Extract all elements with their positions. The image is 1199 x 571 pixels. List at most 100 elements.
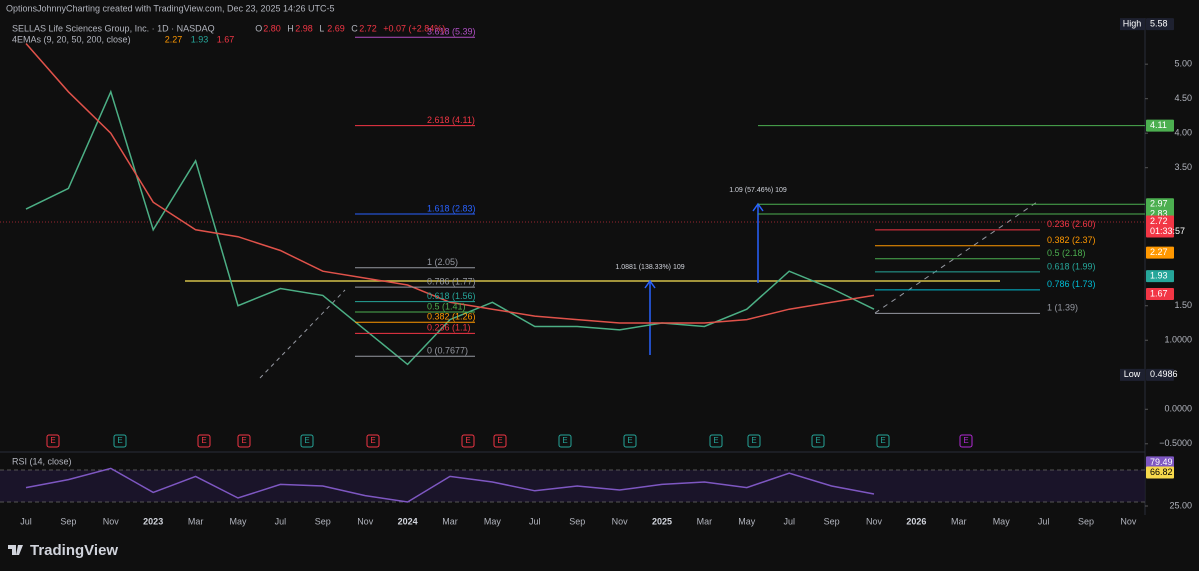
price-tag — [1146, 119, 1174, 132]
x-tick-label: May — [484, 516, 502, 526]
x-tick-label: Jul — [783, 516, 795, 526]
price-tag — [1146, 288, 1174, 301]
x-tick-label: Nov — [103, 516, 120, 526]
y-tick-label: 25.00 — [1169, 500, 1192, 510]
x-tick-label: Mar — [951, 516, 967, 526]
fib-label: 0.786 (1.73) — [1047, 279, 1096, 289]
x-tick-label: Jul — [1038, 516, 1050, 526]
x-tick-label: 2025 — [652, 516, 672, 526]
measure-label: 1.09 (57.46%) 109 — [729, 187, 787, 194]
series-line — [25, 89, 875, 366]
price-tag-label: 2.27 — [1150, 247, 1168, 257]
price-tag-label: 79.49 — [1150, 457, 1173, 467]
price-tag — [1146, 368, 1174, 381]
x-tick-label: Mar — [188, 516, 204, 526]
y-tick-label: 0.0000 — [1164, 404, 1192, 414]
earnings-label: E — [751, 436, 756, 445]
price-tag-label: 4.11 — [1150, 120, 1167, 130]
earnings-label: E — [562, 436, 567, 445]
price-tag — [1146, 215, 1174, 238]
earnings-label: E — [627, 436, 632, 445]
earnings-label: E — [815, 436, 820, 445]
ohlc-key: C — [351, 23, 358, 33]
ohlc-value: 2.72 — [359, 23, 377, 33]
earnings-marker — [876, 434, 890, 448]
earnings-label: E — [880, 436, 885, 445]
price-tag-label: 1.93 — [1150, 270, 1168, 280]
fib-label: 0.618 (1.99) — [1047, 261, 1096, 271]
x-tick-label: Sep — [824, 516, 840, 526]
earnings-marker — [113, 434, 127, 448]
price-tag-label: 66.82 — [1150, 467, 1173, 477]
price-tag — [1146, 198, 1174, 211]
price-tag-label: 2.83 — [1150, 208, 1168, 218]
symbol-title: SELLAS Life Sciences Group, Inc. · 1D · … — [12, 23, 215, 33]
earnings-marker — [366, 434, 380, 448]
price-tag — [1146, 18, 1174, 31]
x-tick-label: 2024 — [398, 516, 418, 526]
indicator-label: 4EMAs (9, 20, 50, 200, close) — [12, 34, 131, 44]
price-tag-label: 2.97 — [1150, 199, 1168, 209]
measure-label: 1.0881 (138.33%) 109 — [615, 264, 684, 271]
price-tag — [1146, 466, 1174, 479]
price-tag — [1146, 246, 1174, 259]
earnings-label: E — [465, 436, 470, 445]
ohlc-key: L — [319, 23, 324, 33]
earnings-marker — [959, 434, 973, 448]
tag-label: Low — [1124, 369, 1141, 379]
trend-line — [874, 199, 1041, 314]
fib-label: 3.618 (5.39) — [427, 27, 476, 37]
ohlc-value: 2.69 — [327, 23, 345, 33]
earnings-label: E — [497, 436, 502, 445]
y-tick-label: 3.50 — [1174, 162, 1192, 172]
fib-label: 0.236 (1.1) — [427, 323, 471, 333]
fib-label: 0.5 (1.41) — [427, 301, 466, 311]
price-tag-label: 1.67 — [1150, 288, 1168, 298]
earnings-marker — [237, 434, 251, 448]
earnings-marker — [197, 434, 211, 448]
y-tick-label: −0.5000 — [1159, 438, 1192, 448]
fib-label: 0.786 (1.77) — [427, 276, 476, 286]
x-tick-label: 2026 — [906, 516, 926, 526]
x-tick-label: Jul — [20, 516, 32, 526]
y-tick-label: 1.0000 — [1164, 335, 1192, 345]
ohlc-key: O — [255, 23, 262, 33]
x-tick-label: Nov — [1120, 516, 1137, 526]
earnings-label: E — [963, 436, 968, 445]
price-tag-label: 2.72 — [1150, 216, 1168, 226]
x-tick-label: 2023 — [143, 516, 163, 526]
x-tick-label: Sep — [60, 516, 76, 526]
logo-mark — [8, 545, 23, 555]
y-tick-label: 1.50 — [1174, 300, 1192, 310]
x-tick-label: Sep — [1078, 516, 1094, 526]
fib-label: 0.382 (2.37) — [1047, 235, 1096, 245]
earnings-marker — [747, 434, 761, 448]
earnings-label: E — [370, 436, 375, 445]
ohlc-value: 2.80 — [263, 23, 281, 33]
earnings-label: E — [201, 436, 206, 445]
fib-label: 0.236 (2.60) — [1047, 219, 1096, 229]
x-tick-label: Nov — [357, 516, 374, 526]
fib-label: 0 (0.7677) — [427, 346, 468, 356]
y-tick-label: 4.00 — [1174, 128, 1192, 138]
earnings-label: E — [117, 436, 122, 445]
countdown: 01:33:57 — [1150, 226, 1185, 236]
y-tick-label: 4.50 — [1174, 93, 1192, 103]
earnings-label: E — [304, 436, 309, 445]
fib-label: 1 (2.05) — [427, 257, 458, 267]
price-tag-label: 5.58 — [1150, 19, 1168, 29]
series-line — [25, 43, 875, 324]
ohlc-key: H — [287, 23, 294, 33]
x-tick-label: Mar — [442, 516, 458, 526]
rsi-title: RSI (14, close) — [12, 456, 72, 466]
indicator-value: 1.67 — [217, 34, 235, 44]
earnings-marker — [623, 434, 637, 448]
earnings-marker — [461, 434, 475, 448]
price-tag — [1146, 270, 1174, 283]
indicator-value: 1.93 — [191, 34, 209, 44]
x-tick-label: May — [993, 516, 1011, 526]
fib-label: 0.5 (2.18) — [1047, 248, 1086, 258]
y-tick-label: 5.00 — [1174, 59, 1192, 69]
price-tag — [1146, 456, 1174, 469]
